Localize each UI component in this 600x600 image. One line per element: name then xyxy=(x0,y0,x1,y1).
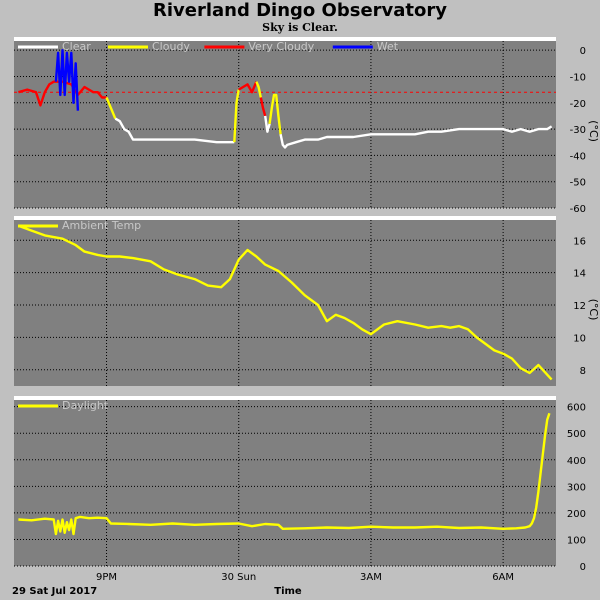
sky-legend-label-very-cloudy: Very Cloudy xyxy=(248,40,314,53)
sky-series-very-cloudy-line xyxy=(238,81,258,94)
sky-legend-label-clear: Clear xyxy=(62,40,91,53)
x-tick-label: 3AM xyxy=(360,572,382,583)
ambient-panel: 16 14 12 10 8 (°C) Ambient Temp xyxy=(14,216,600,386)
daylight-y-tick-label: 600 xyxy=(567,403,586,414)
sky-series-cloudy-line xyxy=(105,97,117,120)
daylight-y-tick-label: 300 xyxy=(567,482,586,493)
daylight-y-tick-label: 400 xyxy=(567,456,586,467)
daylight-series-daylight-line xyxy=(18,412,551,536)
sky-y-unit-label: (°C) xyxy=(587,120,600,142)
ambient-y-tick-label: 16 xyxy=(573,236,586,247)
x-axis-label: Time xyxy=(274,586,302,597)
daylight-y-tick-label: 200 xyxy=(567,509,586,520)
daylight-legend-label-daylight: Daylight xyxy=(62,399,109,412)
daylight-panel: 9PM 30 Sun 3AM 6AM 600 500 400 300 200 100 0 Daylig… xyxy=(14,396,586,583)
sky-series-very-cloudy-line xyxy=(18,80,107,107)
sky-legend-label-cloudy: Cloudy xyxy=(152,40,190,53)
daylight-y-tick-label: 500 xyxy=(567,429,586,440)
x-tick-label: 6AM xyxy=(492,572,514,583)
sky-series-clear-line xyxy=(114,117,235,144)
chart-panels: 0 -10 -20 -30 -40 -50 -60 (°C) Clear Cloudy Very C… xyxy=(14,37,600,583)
daylight-y-tick-label: 100 xyxy=(567,535,586,546)
sky-series-wet-line xyxy=(54,49,80,111)
sky-series-very-cloudy-line xyxy=(259,97,267,117)
x-tick-label: 30 Sun xyxy=(221,572,256,583)
sky-y-tick-label: 0 xyxy=(580,46,586,57)
date-label: 29 Sat Jul 2017 xyxy=(12,586,97,597)
ambient-legend-label-ambient-temp: Ambient Temp xyxy=(62,219,141,232)
sky-plot-area xyxy=(14,37,556,208)
sky-panel: 0 -10 -20 -30 -40 -50 -60 (°C) Clear Cloudy Very C… xyxy=(14,37,600,215)
sky-series-cloudy-line xyxy=(255,81,262,98)
sky-y-tick-label: -20 xyxy=(570,99,586,110)
x-tick-label: 9PM xyxy=(96,572,117,583)
ambient-plot-area xyxy=(14,216,556,386)
sky-series-clear-line xyxy=(264,115,271,133)
sky-series-clear-line xyxy=(279,125,553,149)
sky-status-subtitle: Sky is Clear. xyxy=(262,21,338,34)
sky-y-tick-label: -50 xyxy=(570,178,586,189)
sky-y-tick-label: -10 xyxy=(570,72,586,83)
ambient-y-tick-label: 8 xyxy=(580,366,586,377)
sky-y-tick-label: -40 xyxy=(570,151,586,162)
page-title: Riverland Dingo Observatory xyxy=(152,0,448,21)
sky-series-cloudy-line xyxy=(233,89,240,143)
ambient-series-ambient-temp-line xyxy=(17,224,553,381)
ambient-y-tick-label: 12 xyxy=(573,301,586,312)
daylight-y-tick-label: 0 xyxy=(580,562,586,573)
daylight-plot-area xyxy=(14,396,556,566)
sky-header-strip xyxy=(14,37,556,41)
ambient-y-unit-label: (°C) xyxy=(587,299,600,321)
sky-y-tick-label: -30 xyxy=(570,125,586,136)
ambient-y-tick-label: 10 xyxy=(573,333,586,344)
daylight-header-strip xyxy=(14,396,556,400)
ambient-header-strip xyxy=(14,216,556,220)
ambient-y-tick-label: 14 xyxy=(573,269,586,280)
sky-series-cloudy-line xyxy=(268,93,282,135)
sky-legend-label-wet: Wet xyxy=(377,40,399,53)
sky-y-tick-label: -60 xyxy=(570,204,586,215)
